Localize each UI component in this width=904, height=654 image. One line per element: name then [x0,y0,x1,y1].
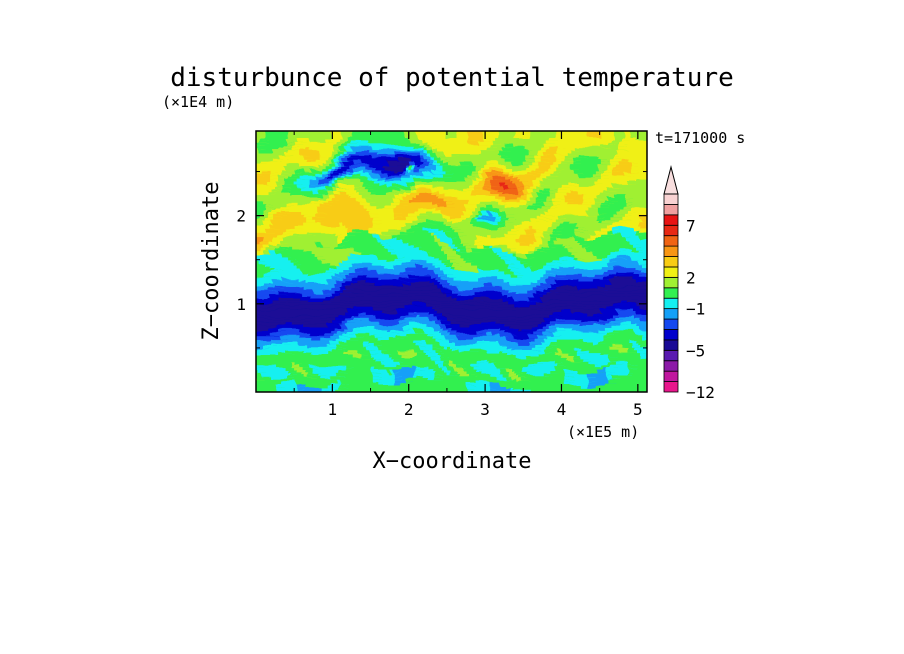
contour-cell [468,131,493,139]
colorbar-segment [663,287,679,299]
colorbar-segment [663,349,679,362]
contour-cell [555,131,598,139]
colorbar: −12−5−127 [663,165,715,402]
colorbar-segment [663,266,679,278]
colorbar-tick-label: 7 [686,216,696,235]
x-tick-label: 5 [633,400,643,419]
colorbar-segment [663,308,679,320]
x-scale-label: (×1E5 m) [567,423,639,441]
contour-field [256,131,647,392]
colorbar-segment [663,193,679,205]
colorbar-segment [663,235,679,247]
contour-cell [483,131,508,139]
contour-cell [330,131,351,139]
contour-cell [354,131,414,139]
colorbar-segment [663,381,679,393]
colorbar-tick-label: −12 [686,383,715,402]
colorbar-segment [663,256,679,268]
x-axis-label: X−coordinate [373,449,532,474]
contour-cell [612,131,634,139]
colorbar-segment [663,214,679,226]
colorbar-segment [663,360,679,372]
colorbar-segment [663,245,679,257]
colorbar-segment [663,329,679,341]
x-tick-label: 1 [328,400,338,419]
contour-cell [288,131,339,139]
plot-frame [255,130,648,393]
y-axis-label: Z−coordinate [199,182,224,341]
contour-cell [444,131,466,139]
chart-title: disturbunce of potential temperature [170,63,734,93]
contour-cell [264,131,297,139]
contour-cell [498,131,523,139]
colorbar-tick-label: 2 [686,268,696,287]
colorbar-segment [663,318,679,330]
contour-cell [342,131,363,139]
contour-cell [405,131,427,139]
colorbar-tick-label: −1 [686,300,705,319]
time-label: t=171000 s [655,129,745,147]
colorbar-extend-triangle [663,165,679,195]
contour-cell [513,131,538,139]
x-tick-label: 3 [480,400,490,419]
colorbar-segment [663,204,679,216]
contour-cell [630,131,647,139]
colorbar-segment [663,339,679,351]
y-scale-label: (×1E4 m) [162,93,234,111]
contour-cell [528,131,565,139]
colorbar-segment [663,276,679,289]
contour-cell [417,131,454,139]
y-tick-label: 2 [236,207,246,226]
x-tick-label: 2 [404,400,414,419]
colorbar-segment [663,370,679,382]
axes: 1 2 3 4 5 1 2 [236,131,647,419]
colorbar-segment [663,224,679,237]
contour-cell [456,131,478,139]
colorbar-segment [663,297,679,310]
y-tick-label: 1 [236,295,246,314]
colorbar-tick-label: −5 [686,341,705,360]
contour-cell [600,131,622,139]
x-tick-label: 4 [557,400,567,419]
